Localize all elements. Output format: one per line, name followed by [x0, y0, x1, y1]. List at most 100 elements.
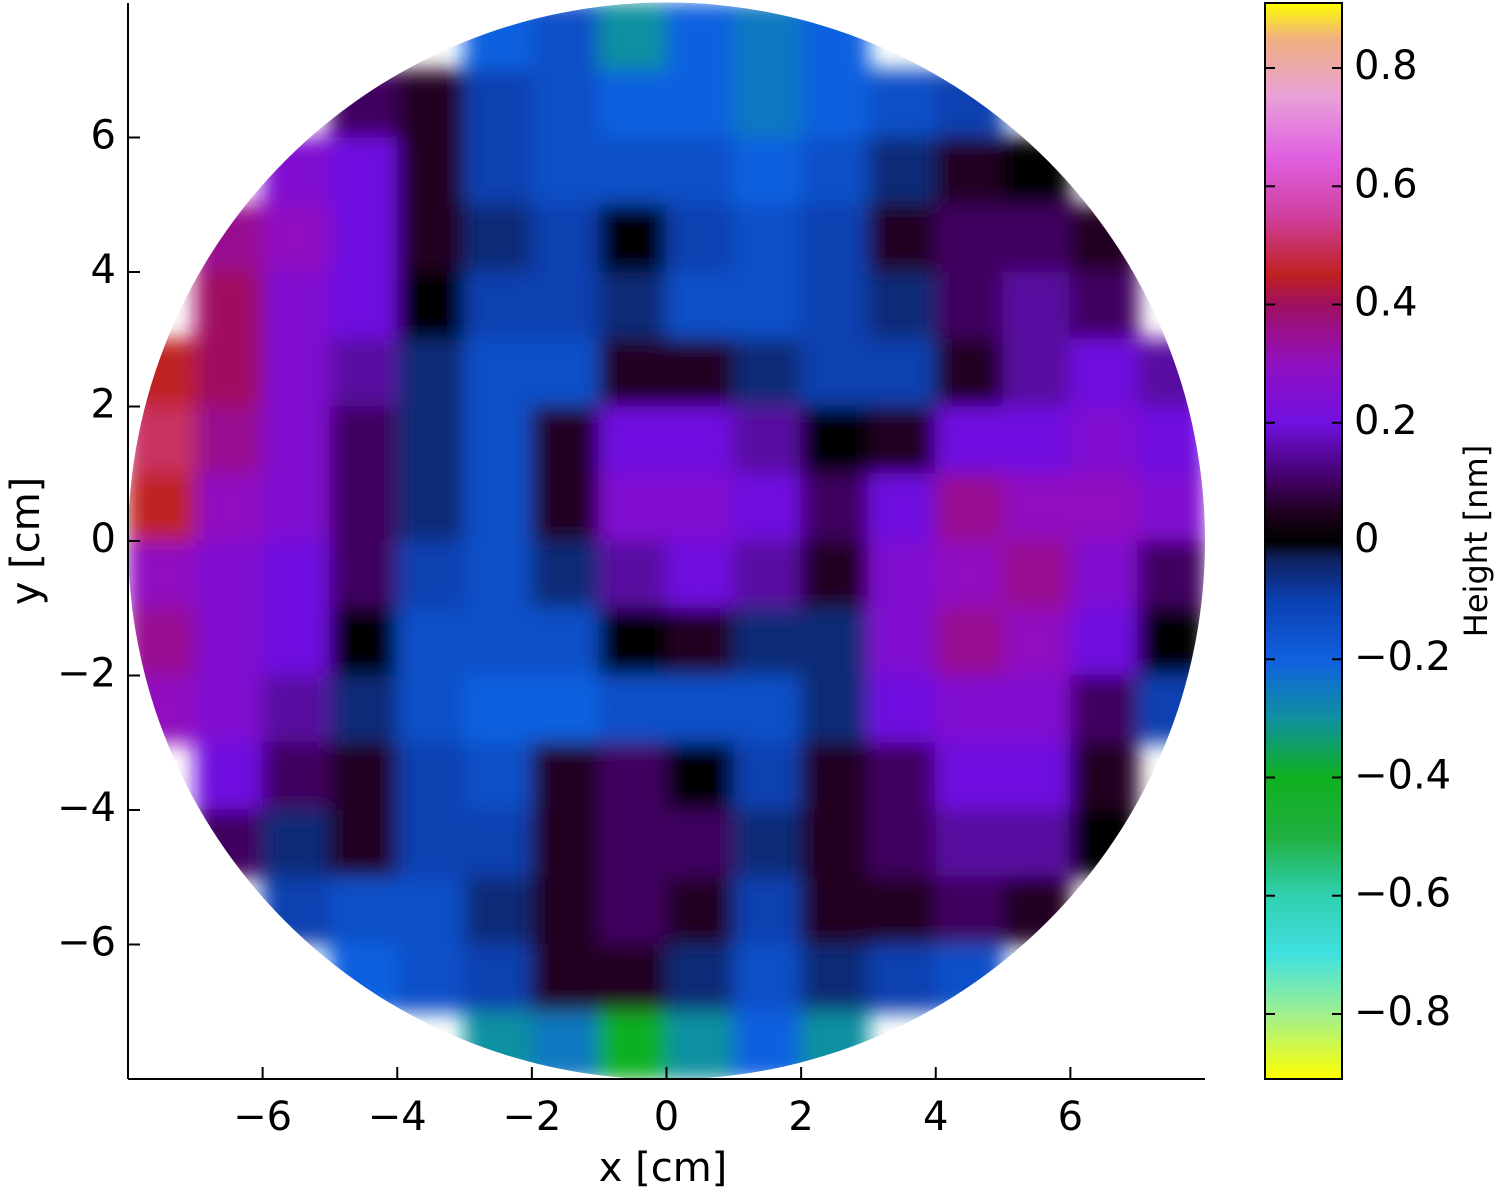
height-cell: [733, 271, 802, 340]
height-cell: [800, 271, 869, 340]
height-cell: [935, 876, 1004, 945]
colorbar-tick-label: −0.8: [1354, 989, 1451, 1035]
height-cell: [800, 809, 869, 878]
height-cell: [396, 742, 466, 811]
height-cell: [262, 675, 331, 744]
height-cell: [396, 607, 466, 676]
height-cell: [867, 675, 937, 744]
height-cell: [194, 473, 264, 542]
height-cell: [666, 271, 735, 340]
colorbar-tick-label: −0.6: [1354, 871, 1451, 917]
x-tick-label: 0: [654, 1094, 679, 1140]
height-cell: [867, 137, 937, 206]
height-cell: [666, 809, 735, 878]
height-cell: [531, 540, 600, 609]
height-cell: [800, 742, 869, 811]
height-cell: [262, 540, 331, 609]
height-cell: [464, 675, 533, 744]
height-cell: [800, 607, 869, 676]
height-cell: [935, 69, 1004, 138]
height-cell: [598, 809, 667, 878]
height-cell: [666, 2, 735, 71]
height-cell: [128, 473, 196, 542]
height-cell: [800, 137, 869, 206]
height-map: [128, 2, 1205, 1080]
colorbar-tick-label: −0.4: [1354, 752, 1451, 798]
height-cell: [531, 69, 600, 138]
height-cell: [733, 876, 802, 945]
height-cell: [329, 204, 398, 273]
height-cell: [867, 944, 937, 1013]
height-cell: [194, 742, 264, 811]
height-cell: [1002, 675, 1071, 744]
height-cell: [1137, 338, 1205, 407]
colorbar: [1264, 2, 1343, 1080]
height-cell: [262, 876, 331, 945]
height-cell: [598, 473, 667, 542]
height-cell: [396, 944, 466, 1013]
height-cell: [935, 204, 1004, 273]
height-cell: [867, 69, 937, 138]
colorbar-tick-label: 0: [1354, 516, 1379, 562]
height-cell: [935, 675, 1004, 744]
height-cell: [935, 338, 1004, 407]
height-cell: [800, 473, 869, 542]
y-tick-label: −6: [57, 920, 116, 966]
colorbar-tick-label: 0.2: [1354, 398, 1418, 444]
x-tick-label: 4: [923, 1094, 948, 1140]
height-cell: [194, 540, 264, 609]
colorbar-label: Height [nm]: [1457, 445, 1495, 637]
height-cell: [1069, 607, 1139, 676]
height-cell: [1137, 540, 1205, 609]
height-cell: [128, 338, 196, 407]
height-cell: [1002, 271, 1071, 340]
height-cell: [262, 473, 331, 542]
height-cell: [733, 69, 802, 138]
x-tick-label: −4: [368, 1094, 427, 1140]
height-cell: [733, 607, 802, 676]
height-cell: [666, 944, 735, 1013]
height-cell: [800, 406, 869, 475]
height-cell: [867, 809, 937, 878]
height-cell: [194, 271, 264, 340]
height-cell: [128, 540, 196, 609]
height-cell: [329, 876, 398, 945]
height-cell: [733, 675, 802, 744]
height-cell: [935, 406, 1004, 475]
height-cell: [1002, 204, 1071, 273]
y-tick-label: 6: [91, 113, 116, 159]
height-cell: [598, 675, 667, 744]
height-cell: [733, 809, 802, 878]
height-cell: [531, 473, 600, 542]
height-cell: [666, 607, 735, 676]
height-cell: [396, 675, 466, 744]
height-cell: [598, 540, 667, 609]
height-cell: [329, 69, 398, 138]
y-tick-label: 2: [91, 382, 116, 428]
height-cell: [464, 204, 533, 273]
height-cell: [733, 742, 802, 811]
height-cell: [935, 540, 1004, 609]
height-cell: [531, 338, 600, 407]
height-cell: [396, 204, 466, 273]
height-cell: [128, 406, 196, 475]
height-cell: [666, 876, 735, 945]
height-cell: [262, 742, 331, 811]
height-cell: [464, 338, 533, 407]
height-cell: [329, 675, 398, 744]
height-cell: [935, 473, 1004, 542]
y-tick-label: −4: [57, 785, 116, 831]
height-cell: [531, 607, 600, 676]
height-cell: [666, 137, 735, 206]
height-cell: [396, 809, 466, 878]
height-cell: [194, 607, 264, 676]
height-cell: [531, 204, 600, 273]
height-cell: [1137, 473, 1205, 542]
height-cell: [733, 944, 802, 1013]
height-cell: [262, 607, 331, 676]
height-cell: [531, 809, 600, 878]
height-cell: [733, 473, 802, 542]
height-cell: [733, 137, 802, 206]
height-cell: [800, 540, 869, 609]
height-cell: [262, 137, 331, 206]
